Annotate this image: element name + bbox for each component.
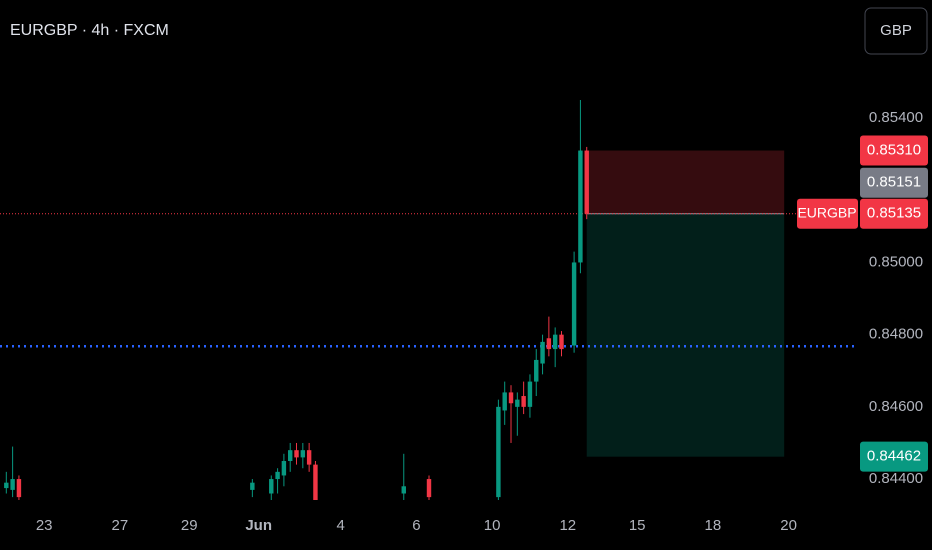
candle-body (534, 359, 539, 382)
candle-body (10, 479, 15, 490)
x-tick-label: 10 (484, 517, 501, 534)
x-tick-label: 6 (412, 517, 420, 534)
candle-body (16, 479, 22, 498)
price-label-box (860, 167, 928, 198)
candle-body (578, 150, 583, 263)
plot-area (0, 100, 858, 500)
candle-body (281, 461, 287, 476)
candle-body (496, 406, 501, 498)
x-tick-label: 27 (112, 517, 129, 534)
candle-body (540, 341, 545, 364)
x-tick-label: 20 (780, 517, 797, 534)
x-tick-label: 12 (559, 517, 576, 534)
y-tick-label: 0.85400 (869, 109, 923, 126)
candle-body (401, 486, 406, 494)
price-label: 0.85151 (867, 174, 921, 191)
symbol-tag (797, 198, 858, 229)
candle-body (306, 450, 312, 465)
candle-body (502, 392, 507, 411)
candle-body (269, 479, 274, 494)
candle-body (552, 334, 558, 350)
x-tick-label: 23 (36, 517, 53, 534)
stop-zone (586, 150, 785, 214)
target-zone (586, 213, 785, 457)
candle-body (584, 150, 589, 214)
candle-body (559, 334, 564, 350)
candle-body (508, 392, 514, 404)
x-tick-label: 29 (181, 517, 198, 534)
candle-body (521, 396, 526, 407)
price-label-box (860, 441, 928, 472)
x-tick-label: Jun (245, 517, 272, 534)
price-label: 0.85310 (867, 142, 921, 159)
candle-body (294, 450, 299, 458)
price-label-box (860, 135, 928, 166)
candle-body (546, 338, 552, 350)
candle-body (300, 450, 306, 458)
x-tick-label: 15 (629, 517, 646, 534)
price-label: 0.84462 (867, 448, 921, 465)
currency-button-label[interactable]: GBP (880, 22, 912, 39)
price-label: 0.85135 (867, 205, 921, 222)
y-tick-label: 0.84800 (869, 326, 923, 343)
price-label-box (860, 198, 928, 229)
y-tick-label: 0.84400 (869, 470, 923, 487)
candle-body (250, 482, 255, 490)
candle-body (571, 262, 577, 346)
candle-body (313, 464, 318, 500)
symbol-tag-label: EURGBP (797, 204, 856, 220)
y-tick-label: 0.85000 (869, 253, 923, 270)
currency-button[interactable] (864, 7, 928, 55)
chart-title: EURGBP · 4h · FXCM (10, 22, 169, 39)
candle-body (287, 450, 293, 462)
candle-body (515, 399, 520, 407)
candle-body (4, 482, 9, 489)
candle-body (275, 471, 280, 480)
candle-body (426, 479, 432, 498)
y-tick-label: 0.84600 (869, 398, 923, 415)
x-tick-label: 18 (705, 517, 722, 534)
candle-body (527, 381, 533, 407)
x-tick-label: 4 (337, 517, 345, 534)
